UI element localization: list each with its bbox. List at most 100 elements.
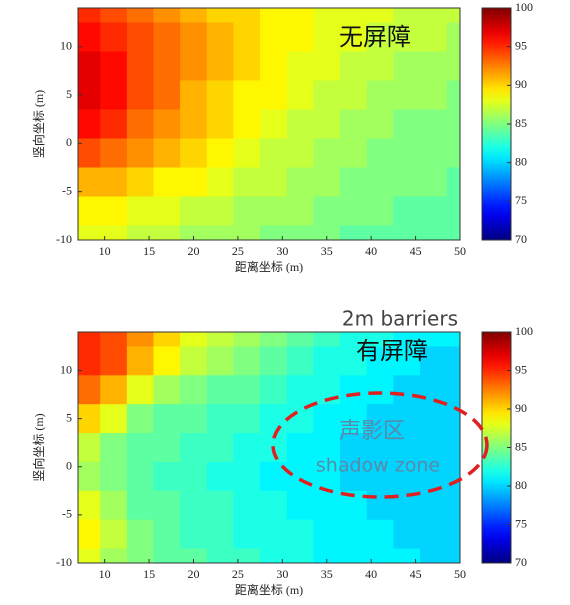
heat-cell — [420, 109, 448, 140]
heat-cell — [206, 225, 235, 240]
heat-cell — [340, 375, 368, 405]
heat-cell — [100, 225, 128, 240]
heat-cell — [153, 375, 181, 405]
heat-cell — [420, 346, 448, 376]
heat-cell — [366, 80, 394, 111]
heat-cell — [340, 167, 368, 198]
heat-cell — [126, 490, 155, 521]
colorbar-tick-label: 95 — [515, 38, 527, 52]
heat-cell — [153, 80, 181, 111]
heat-cell — [393, 332, 421, 348]
heat-cell — [446, 51, 460, 82]
heat-cell — [78, 404, 101, 434]
heat-cell — [180, 433, 208, 463]
heat-cell — [286, 548, 315, 563]
x-tick-label: 40 — [365, 567, 377, 581]
colorbar — [481, 7, 512, 241]
colorbar-tick-label: 85 — [515, 439, 527, 453]
heat-cell — [100, 80, 128, 111]
heat-cell — [153, 138, 181, 169]
heat-cell — [260, 167, 288, 198]
heat-cell — [393, 404, 421, 434]
heat-cell — [260, 51, 288, 82]
heat-cell — [313, 225, 341, 240]
heat-cell — [153, 346, 181, 376]
heat-cell — [366, 51, 394, 82]
heat-cell — [153, 22, 181, 53]
heat-cell — [100, 196, 128, 227]
heat-cell — [260, 332, 288, 348]
heat-cell — [233, 8, 261, 24]
heat-cell — [206, 196, 235, 227]
heat-cell — [260, 8, 288, 24]
heat-cell — [420, 22, 448, 53]
heat-cell — [340, 346, 368, 376]
heat-cell — [313, 109, 341, 140]
heat-cell — [100, 22, 128, 53]
heat-cell — [313, 433, 341, 463]
heat-cell — [446, 332, 460, 348]
heat-cell — [340, 8, 368, 24]
heat-cell — [446, 167, 460, 198]
heat-cell — [260, 490, 288, 521]
heat-cell — [206, 80, 235, 111]
heat-cell — [180, 548, 208, 563]
heat-cell — [420, 225, 448, 240]
heat-cell — [420, 404, 448, 434]
heat-cell — [180, 109, 208, 140]
heat-cell — [446, 346, 460, 376]
x-tick-label: 15 — [143, 244, 155, 258]
heat-cell — [78, 167, 101, 198]
heat-cell — [286, 346, 315, 376]
heat-cell — [180, 8, 208, 24]
y-tick-label: 10 — [60, 38, 72, 52]
colorbar-tick-label: 100 — [515, 0, 533, 14]
heat-cell — [78, 51, 101, 82]
heat-cell — [340, 519, 368, 550]
heat-cell — [393, 109, 421, 140]
heat-cell — [126, 461, 155, 492]
colorbar-tick-label: 90 — [515, 77, 527, 91]
heat-cell — [100, 138, 128, 169]
x-tick-label: 30 — [276, 244, 288, 258]
heat-cell — [313, 196, 341, 227]
x-axis-label: 距离坐标 (m) — [235, 582, 303, 597]
heat-cell — [260, 548, 288, 563]
y-tick-label: 5 — [66, 87, 72, 101]
colorbar-tick-label: 70 — [515, 555, 527, 569]
heat-cell — [233, 22, 261, 53]
heat-cell — [366, 332, 394, 348]
heat-cell — [340, 109, 368, 140]
heat-cell — [420, 138, 448, 169]
heat-cell — [286, 167, 315, 198]
heat-cell — [233, 404, 261, 434]
heat-cell — [233, 109, 261, 140]
heat-cell — [206, 22, 235, 53]
heat-cell — [126, 8, 155, 24]
heat-cell — [446, 519, 460, 550]
heat-cell — [366, 109, 394, 140]
heat-cell — [260, 196, 288, 227]
x-tick-label: 30 — [276, 567, 288, 581]
heat-cell — [313, 490, 341, 521]
heat-cell — [420, 461, 448, 492]
heat-cell — [206, 519, 235, 550]
heat-cell — [393, 138, 421, 169]
heat-cell — [420, 167, 448, 198]
heat-cell — [78, 80, 101, 111]
heat-cell — [340, 196, 368, 227]
heat-cell — [393, 196, 421, 227]
heat-cell — [78, 490, 101, 521]
heat-cell — [153, 548, 181, 563]
heat-cell — [313, 167, 341, 198]
heat-cell — [100, 8, 128, 24]
heat-cell — [180, 51, 208, 82]
heat-cell — [313, 332, 341, 348]
heat-cell — [286, 375, 315, 405]
x-tick-label: 25 — [232, 567, 244, 581]
heat-cell — [153, 8, 181, 24]
colorbar-tick-label: 75 — [515, 516, 527, 530]
annotation: 声影区 — [339, 419, 405, 444]
heat-cell — [126, 51, 155, 82]
heat-cell — [78, 519, 101, 550]
